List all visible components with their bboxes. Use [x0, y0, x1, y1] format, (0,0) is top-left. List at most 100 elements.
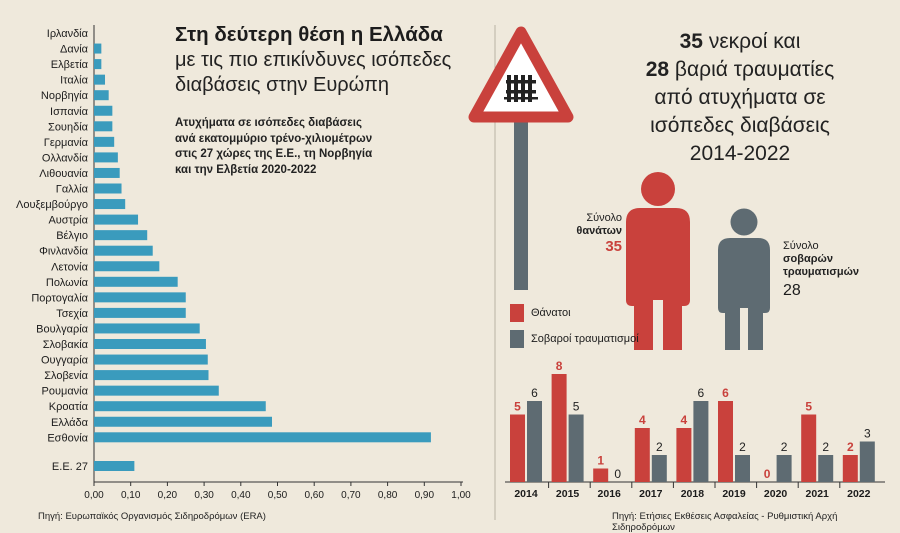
year-label: 2015 — [556, 488, 580, 500]
bar-16 — [94, 276, 178, 287]
bar-11 — [94, 199, 126, 210]
injuries-value-label: 3 — [864, 427, 871, 441]
category-label: Ιρλανδία — [47, 28, 89, 40]
x-tick-label: 0,70 — [341, 490, 361, 501]
bar-3 — [94, 74, 106, 85]
bar-12 — [94, 214, 139, 225]
right-title: 35 νεκροί και 28 βαριά τραυματίες από ατ… — [600, 28, 880, 168]
left-chart-category-labels: Ιρλανδία Δανία Ελβετία Ιταλία Νορβηγία Ισπανί… — [16, 28, 89, 473]
category-label: Λετονία — [51, 261, 89, 273]
category-label: Βουλγαρία — [36, 323, 89, 335]
right-title-line1-rest: νεκροί και — [702, 30, 801, 53]
right-title-line2-rest: βαριά τραυματίες — [669, 58, 835, 81]
injuries-bar-2020 — [776, 455, 792, 482]
category-label: Εσθονία — [47, 432, 88, 444]
deaths-value-label: 4 — [681, 413, 688, 427]
category-label: Σουηδία — [48, 121, 89, 133]
x-tick-label: 0,40 — [231, 490, 251, 501]
year-label: 2018 — [681, 488, 705, 500]
category-label: Ελβετία — [51, 59, 89, 71]
deaths-bar-2021 — [801, 414, 817, 482]
bar-eu27 — [94, 461, 135, 471]
left-source: Πηγή: Ευρωπαϊκός Οργανισμός Σιδηροδρόμων… — [38, 511, 266, 522]
left-title: Στη δεύτερη θέση η Ελλάδα — [175, 23, 443, 46]
bar-24 — [94, 401, 266, 412]
injuries-total-value: 28 — [783, 282, 801, 299]
category-label: Ουγγαρία — [41, 355, 89, 367]
x-tick-label: 0,90 — [415, 490, 435, 501]
left-chart-tick-labels: 0,00 0,10 0,20 0,30 0,40 0,50 0,60 0,70 0,80 0,90… — [84, 490, 471, 501]
deaths-bar-2018 — [676, 428, 692, 482]
injuries-label-line2: σοβαρών — [783, 253, 833, 265]
x-tick-label: 0,00 — [84, 490, 104, 501]
deaths-bar-2016 — [593, 468, 609, 482]
year-label: 2019 — [722, 488, 746, 500]
deaths-value-label: 1 — [597, 454, 604, 468]
injuries-bar-2014 — [527, 401, 542, 482]
category-label: Βέλγιο — [56, 230, 88, 242]
category-label: Νορβηγία — [41, 90, 89, 102]
x-tick-label: 0,30 — [194, 490, 214, 501]
legend-label-deaths: Θάνατοι — [531, 307, 571, 319]
legend-swatch-injuries — [510, 330, 524, 348]
x-tick-label: 1,00 — [451, 490, 471, 501]
year-label: 2020 — [764, 488, 788, 500]
category-label: Ολλανδία — [42, 152, 89, 164]
person-red-icon — [626, 172, 690, 350]
left-desc-line1: Ατυχήματα σε ισόπεδες διαβάσεις — [175, 117, 362, 129]
right-chart-labels: 5620148520151020164220174620186220190220… — [514, 359, 871, 500]
injuries-bar-2019 — [735, 455, 750, 482]
x-tick-label: 0,20 — [158, 490, 178, 501]
injuries-value-label: 2 — [781, 440, 788, 454]
x-tick-label: 0,60 — [304, 490, 324, 501]
right-title-line1: 35 νεκροί και — [600, 28, 880, 56]
injuries-bar-2018 — [693, 401, 709, 482]
category-label: Λουξεμβούργο — [16, 199, 88, 211]
injuries-bar-2017 — [651, 455, 667, 482]
injuries-count-title: 28 — [645, 58, 670, 81]
category-label: Γαλλία — [56, 184, 89, 196]
bar-10 — [94, 183, 122, 194]
injuries-value-label: 2 — [822, 440, 829, 454]
bar-21 — [94, 354, 208, 365]
category-label: Ιταλία — [60, 75, 89, 87]
category-label: Φινλανδία — [39, 246, 88, 258]
category-label: Γερμανία — [44, 137, 89, 149]
injuries-value-label: 5 — [573, 400, 580, 414]
category-label: Ισπανία — [50, 106, 89, 118]
injuries-value-label: 6 — [531, 386, 538, 400]
bar-19 — [94, 323, 200, 334]
x-tick-label: 0,50 — [268, 490, 288, 501]
deaths-total-label: Σύνολο θανάτων — [572, 212, 622, 238]
bar-17 — [94, 292, 186, 303]
bar-23 — [94, 385, 219, 396]
bar-7 — [94, 136, 115, 147]
right-title-line5: 2014-2022 — [689, 142, 791, 165]
left-desc-line4: και την Ελβετία 2020-2022 — [175, 163, 317, 176]
bar-9 — [94, 167, 120, 178]
category-label-eu27: Ε.Ε. 27 — [52, 461, 88, 473]
legend-label-injuries: Σοβαροί τραυματισμοί — [531, 333, 639, 345]
bar-4 — [94, 90, 109, 101]
injuries-bar-2015 — [568, 414, 584, 482]
bar-26 — [94, 432, 431, 443]
category-label: Πολωνία — [46, 277, 89, 289]
left-title-block: Στη δεύτερη θέση η Ελλάδα με τις πιο επι… — [175, 22, 475, 98]
injuries-value-label: 6 — [698, 386, 705, 400]
bar-18 — [94, 307, 186, 318]
bar-2 — [94, 59, 102, 70]
bar-14 — [94, 245, 153, 256]
year-label: 2017 — [639, 488, 663, 500]
legend-swatch-deaths — [510, 304, 524, 322]
bar-15 — [94, 261, 160, 272]
deaths-total-value: 35 — [605, 238, 622, 255]
year-label: 2022 — [847, 488, 871, 500]
category-label: Ρουμανία — [42, 386, 89, 398]
x-tick-label: 0,80 — [378, 490, 398, 501]
bar-6 — [94, 121, 113, 132]
injuries-label-line3: τραυματισμών — [783, 266, 860, 278]
right-source: Πηγή: Ετήσιες Εκθέσεις Ασφαλείας - Ρυθμι… — [612, 511, 838, 533]
injuries-bar-2021 — [818, 455, 834, 482]
deaths-label-line2: θανάτων — [576, 225, 622, 237]
